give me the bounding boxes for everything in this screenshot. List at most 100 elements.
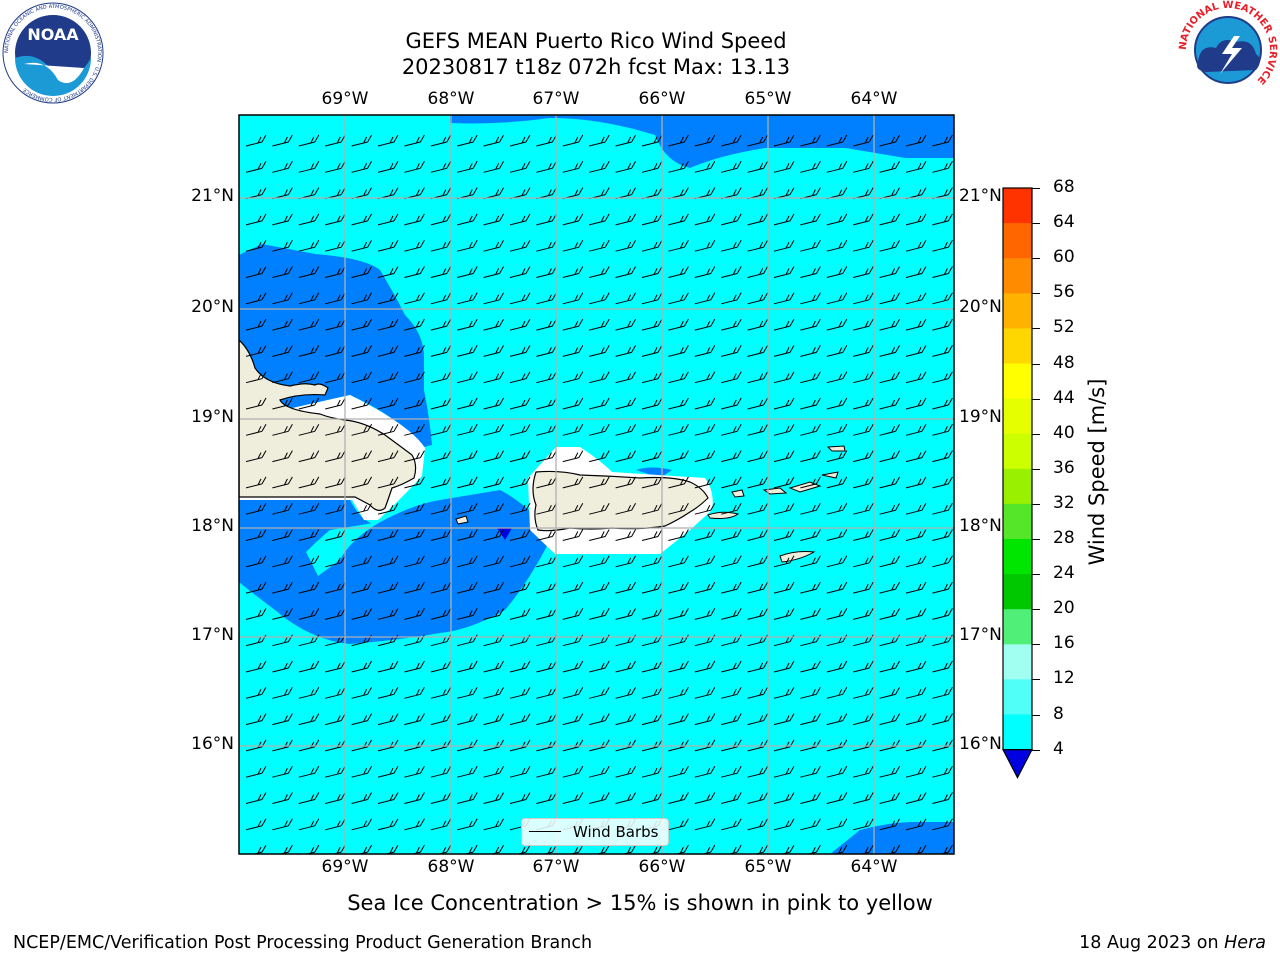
wind-barb [615,134,637,147]
wind-barb [457,424,478,436]
wind-barb [483,134,505,147]
wind-barb [615,529,637,541]
wind-barb [245,792,267,804]
wind-barb [721,792,742,804]
wind-barb [879,424,901,436]
wind-barb [404,345,425,357]
wind-barb [721,634,742,647]
wind-barb [905,502,927,515]
wind-barb [509,529,531,541]
wind-barb [747,476,769,489]
wind-barb [747,213,769,226]
wind-barb [932,634,953,647]
wind-barb [457,529,478,541]
wind-barb [509,476,531,489]
wind-barb [800,555,821,568]
wind-barb [826,345,848,357]
wind-barb [377,818,399,831]
wind-barb [826,213,848,226]
wind-barb [721,713,742,726]
wind-barb [272,476,293,489]
wind-barb [272,292,293,305]
wind-barb [773,608,795,620]
wind-barb [753,844,769,854]
wind-barb [245,529,267,541]
wind-barb [377,581,399,594]
colorbar-tick-label: 40 [1053,422,1075,443]
lon-label-top: 64°W [850,89,898,109]
land-virgin-islands-3 [821,471,839,479]
wind-barb [509,608,531,620]
wind-barb [404,213,425,226]
wind-barb [272,266,293,278]
wind-barb [853,424,874,436]
wind-barb [245,424,267,436]
wind-barb [800,266,821,278]
wind-barb [721,161,742,173]
wind-barb [457,213,478,226]
wind-barb [668,818,689,831]
wind-barb [826,239,848,252]
land-hispaniola [239,339,417,511]
wind-barb [404,134,425,147]
wind-barb [773,765,795,778]
wind-barb [483,161,505,173]
wind-barb [404,529,425,541]
wind-barb [404,713,425,726]
wind-barb [404,792,425,804]
wind-barb [747,687,769,699]
wind-barb [377,161,399,173]
wind-barb [589,502,610,515]
wind-barb [377,502,399,515]
colorbar-tick-label: 4 [1053,738,1064,759]
wind-barb [747,529,769,541]
wind-barb [404,266,425,278]
wind-barb [932,502,953,515]
wind-barb [430,765,452,778]
wind-barb [589,397,610,410]
wind-barb [806,844,821,854]
wind-barb [430,792,452,804]
wind-region-southeast [830,822,954,854]
wind-barb [509,424,531,436]
wind-barb [430,213,452,226]
wind-barb [826,292,848,305]
colorbar-segment [1003,714,1032,751]
wind-barb [298,555,320,568]
wind-barb [800,765,821,778]
wind-barb [404,502,425,515]
noaa-logo: NOAA NATIONAL OCEANIC AND ATMOSPHERIC AD… [2,2,104,104]
wind-barb [589,555,610,568]
wind-barb [483,292,505,305]
wind-barb [272,424,293,436]
wind-barb [377,713,399,726]
wind-barb [377,687,399,699]
wind-barb [905,634,927,647]
colorbar-tick-label: 44 [1053,387,1075,408]
wind-barb [430,581,452,594]
wind-barb [932,713,953,726]
wind-barb [668,371,689,384]
wind-barb [853,371,874,384]
wind-barb [509,292,531,305]
colorbar-tick-label: 20 [1053,598,1075,619]
wind-barb [562,555,584,568]
wind-barb [351,529,373,541]
wind-barb [298,397,320,410]
wind-barb [641,213,663,226]
wind-barb [377,134,399,147]
wind-barb [694,818,716,831]
wind-barb [351,476,373,489]
wind-barb [351,345,373,357]
wind-barb [879,818,901,831]
wind-barb [483,318,505,331]
wind-barb [245,345,267,357]
wind-barb [272,213,293,226]
wind-barb [404,581,425,594]
wind-barb [272,608,293,620]
wind-barb [912,844,927,854]
wind-barb [721,555,742,568]
colorbar-segment [1003,433,1032,470]
legend-box: Wind Barbs [521,818,669,846]
wind-barb [694,318,716,331]
